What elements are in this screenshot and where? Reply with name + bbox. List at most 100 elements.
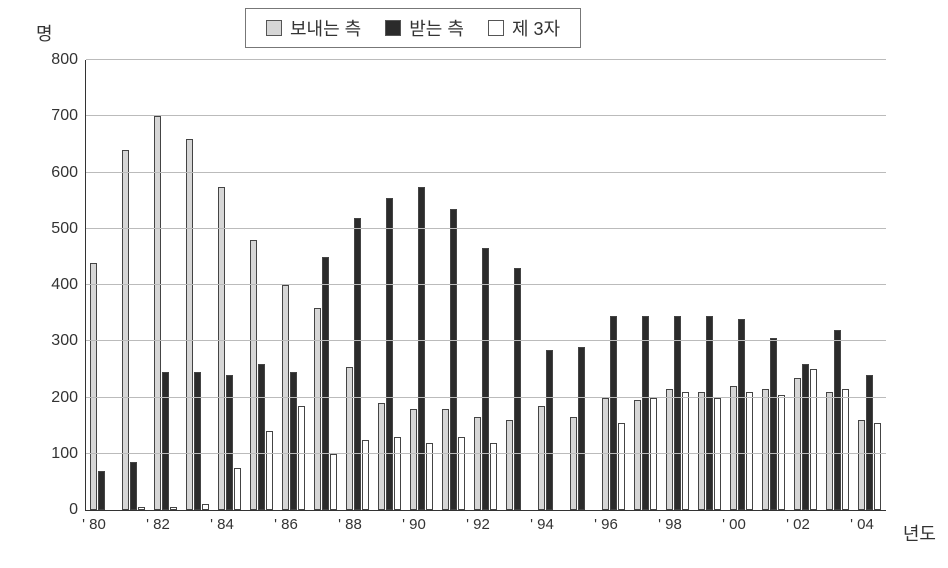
y-tick-label: 700 <box>51 107 78 125</box>
y-tick-label: 100 <box>51 445 78 463</box>
gridline <box>86 115 886 116</box>
bar-third <box>714 398 721 511</box>
bar-receiver <box>482 248 489 510</box>
bar-receiver <box>194 372 201 510</box>
bars-layer <box>86 60 886 510</box>
legend-item-third: 제 3자 <box>488 15 560 41</box>
bar-sender <box>506 420 513 510</box>
bar-sender <box>666 389 673 510</box>
bar-receiver <box>386 198 393 510</box>
bar-receiver <box>802 364 809 510</box>
bar-sender <box>250 240 257 510</box>
gridline <box>86 453 886 454</box>
bar-receiver <box>642 316 649 510</box>
y-tick-label: 200 <box>51 389 78 407</box>
x-tick-label: ' 92 <box>466 516 490 533</box>
legend-label-third: 제 3자 <box>512 15 560 41</box>
bar-receiver <box>322 257 329 510</box>
bar-third <box>362 440 369 510</box>
bar-sender <box>346 367 353 510</box>
bar-third <box>234 468 241 510</box>
bar-sender <box>826 392 833 510</box>
x-tick-label: ' 82 <box>146 516 170 533</box>
bar-receiver <box>418 187 425 510</box>
x-tick-label: ' 80 <box>82 516 106 533</box>
y-tick-label: 500 <box>51 220 78 238</box>
bar-sender <box>186 139 193 510</box>
legend-item-sender: 보내는 측 <box>266 15 361 41</box>
bar-third <box>746 392 753 510</box>
gridline <box>86 172 886 173</box>
bar-third <box>874 423 881 510</box>
x-tick-label: ' 94 <box>530 516 554 533</box>
bar-sender <box>442 409 449 510</box>
bar-third <box>810 369 817 510</box>
bar-sender <box>474 417 481 510</box>
bar-sender <box>378 403 385 510</box>
bar-third <box>170 507 177 510</box>
x-tick-label: ' 00 <box>722 516 746 533</box>
gridline <box>86 284 886 285</box>
legend-item-receiver: 받는 측 <box>385 15 464 41</box>
bar-sender <box>538 406 545 510</box>
bar-sender <box>90 263 97 511</box>
bar-receiver <box>546 350 553 510</box>
gridline <box>86 397 886 398</box>
x-tick-label: ' 96 <box>594 516 618 533</box>
bar-third <box>842 389 849 510</box>
bar-receiver <box>610 316 617 510</box>
bar-third <box>138 507 145 510</box>
x-tick-label: ' 02 <box>786 516 810 533</box>
x-tick-label: ' 98 <box>658 516 682 533</box>
x-tick-label: ' 84 <box>210 516 234 533</box>
bar-receiver <box>738 319 745 510</box>
bar-receiver <box>578 347 585 510</box>
bar-sender <box>218 187 225 510</box>
bar-sender <box>154 116 161 510</box>
bar-third <box>298 406 305 510</box>
bar-receiver <box>162 372 169 510</box>
bar-third <box>682 392 689 510</box>
bar-sender <box>602 398 609 511</box>
gridline <box>86 228 886 229</box>
y-tick-label: 800 <box>51 51 78 69</box>
bar-receiver <box>98 471 105 510</box>
bar-sender <box>698 392 705 510</box>
bar-sender <box>314 308 321 511</box>
legend-swatch-receiver <box>385 20 401 36</box>
bar-third <box>330 454 337 510</box>
bar-sender <box>730 386 737 510</box>
chart-container: 명 보내는 측받는 측제 3자 010020030040050060070080… <box>0 0 948 568</box>
bar-sender <box>858 420 865 510</box>
bar-third <box>458 437 465 510</box>
gridline <box>86 59 886 60</box>
bar-sender <box>634 400 641 510</box>
legend-label-sender: 보내는 측 <box>290 15 361 41</box>
bar-receiver <box>258 364 265 510</box>
legend-swatch-sender <box>266 20 282 36</box>
x-tick-label: ' 90 <box>402 516 426 533</box>
y-tick-label: 600 <box>51 164 78 182</box>
legend-swatch-third <box>488 20 504 36</box>
bar-receiver <box>130 462 137 510</box>
bar-receiver <box>866 375 873 510</box>
bar-sender <box>570 417 577 510</box>
bar-sender <box>794 378 801 510</box>
y-axis-title: 명 <box>36 20 53 46</box>
bar-sender <box>762 389 769 510</box>
legend: 보내는 측 받는 측 제 3자 <box>245 8 581 48</box>
bar-receiver <box>706 316 713 510</box>
x-axis-title: 년도 <box>903 520 936 546</box>
x-tick-label: ' 88 <box>338 516 362 533</box>
bar-sender <box>282 285 289 510</box>
bar-sender <box>122 150 129 510</box>
y-tick-label: 400 <box>51 276 78 294</box>
bar-sender <box>410 409 417 510</box>
bar-receiver <box>450 209 457 510</box>
x-tick-label: ' 04 <box>850 516 874 533</box>
bar-receiver <box>770 338 777 510</box>
bar-receiver <box>514 268 521 510</box>
bar-receiver <box>290 372 297 510</box>
gridline <box>86 340 886 341</box>
legend-label-receiver: 받는 측 <box>409 15 464 41</box>
